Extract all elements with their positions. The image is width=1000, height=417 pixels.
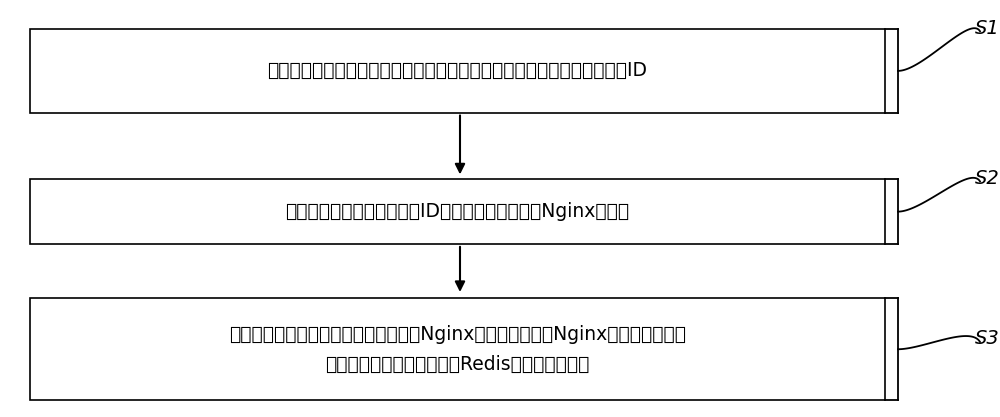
FancyBboxPatch shape [30, 179, 885, 244]
Text: S2: S2 [975, 169, 1000, 188]
Text: 当接收到第一用户数据请求时，解析获得第一用户数据请求中的第一用户ID: 当接收到第一用户数据请求时，解析获得第一用户数据请求中的第一用户ID [268, 61, 648, 80]
Text: 将第一用户数据请求发送到计算获得的Nginx服务器，使得该Nginx服务器将第一用
户数据请求发送到其连接的Redis数据库进行处理: 将第一用户数据请求发送到计算获得的Nginx服务器，使得该Nginx服务器将第一… [229, 325, 686, 374]
Text: S3: S3 [975, 329, 1000, 349]
Text: 采用哈希算法计算第一用户ID在服务器环中对应的Nginx服务器: 采用哈希算法计算第一用户ID在服务器环中对应的Nginx服务器 [285, 202, 630, 221]
FancyBboxPatch shape [30, 29, 885, 113]
FancyBboxPatch shape [30, 298, 885, 400]
Text: S1: S1 [975, 19, 1000, 38]
